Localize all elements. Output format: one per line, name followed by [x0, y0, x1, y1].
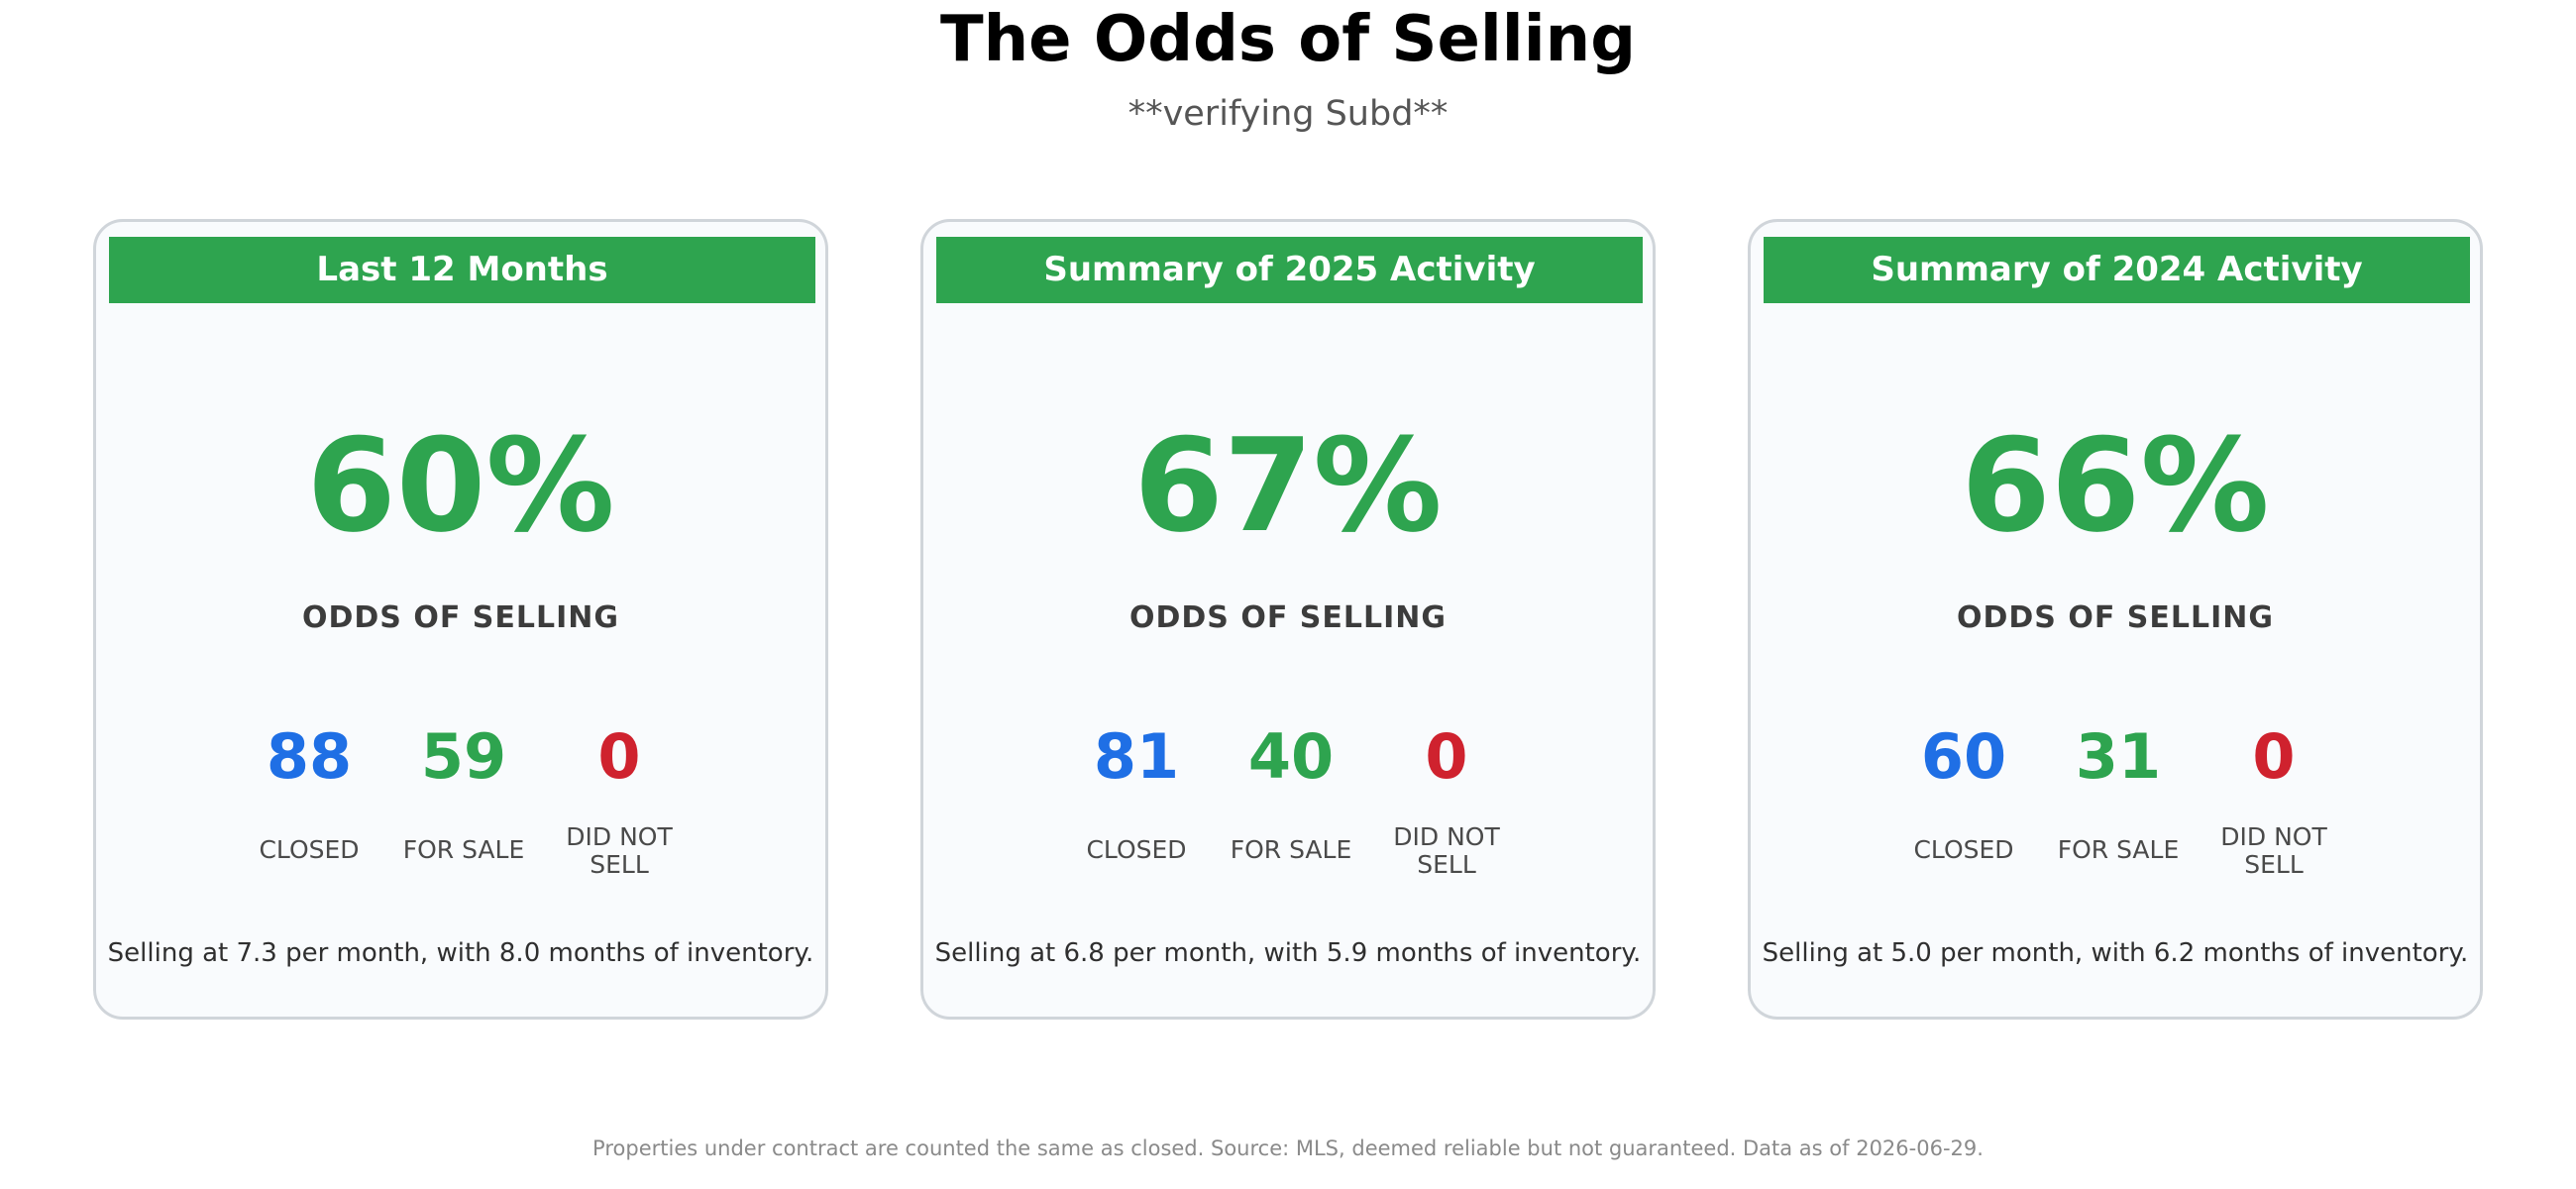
did-not-sell-label-line1: DID NOT	[1393, 822, 1500, 851]
did-not-sell-label-line1: DID NOT	[2220, 822, 2327, 851]
did-not-sell-label: DID NOT SELL	[2165, 823, 2383, 879]
odds-percentage: 66%	[1961, 410, 2270, 561]
for-sale-count: 59	[420, 720, 507, 793]
did-not-sell-label: DID NOT SELL	[1338, 823, 1556, 879]
did-not-sell-label-line2: SELL	[2244, 850, 2304, 879]
closed-label: CLOSED	[1086, 835, 1187, 864]
page-title: The Odds of Selling	[939, 3, 1637, 76]
odds-percentage: 60%	[306, 410, 615, 561]
did-not-sell-label-line2: SELL	[590, 850, 649, 879]
odds-label: ODDS OF SELLING	[1128, 600, 1448, 635]
card-heading: Summary of 2024 Activity	[1764, 237, 2470, 303]
did-not-sell-label-line2: SELL	[1417, 850, 1476, 879]
card-summary: Selling at 7.3 per month, with 8.0 month…	[107, 938, 814, 968]
footer-note: Properties under contract are counted th…	[592, 1136, 1984, 1160]
did-not-sell-count: 0	[597, 720, 641, 793]
did-not-sell-count: 0	[1425, 720, 1468, 793]
card-summary-2025: Summary of 2025 Activity 67% ODDS OF SEL…	[920, 219, 1656, 1020]
closed-count: 88	[266, 720, 353, 793]
for-sale-count: 31	[2075, 720, 2162, 793]
card-heading: Summary of 2025 Activity	[936, 237, 1643, 303]
for-sale-count: 40	[1247, 720, 1335, 793]
card-summary-2024: Summary of 2024 Activity 66% ODDS OF SEL…	[1748, 219, 2483, 1020]
odds-label: ODDS OF SELLING	[301, 600, 620, 635]
closed-count: 60	[1920, 720, 2007, 793]
did-not-sell-label-line1: DID NOT	[566, 822, 673, 851]
for-sale-label: FOR SALE	[2057, 835, 2180, 864]
card-last-12-months: Last 12 Months 60% ODDS OF SELLING 88 59…	[93, 219, 828, 1020]
did-not-sell-label: DID NOT SELL	[510, 823, 728, 879]
card-summary: Selling at 5.0 per month, with 6.2 month…	[1762, 938, 2469, 968]
page-subtitle: **verifying Subd**	[1127, 94, 1449, 134]
for-sale-label: FOR SALE	[1230, 835, 1352, 864]
closed-label: CLOSED	[259, 835, 360, 864]
closed-count: 81	[1093, 720, 1180, 793]
card-summary: Selling at 6.8 per month, with 5.9 month…	[934, 938, 1642, 968]
odds-percentage: 67%	[1133, 410, 1443, 561]
for-sale-label: FOR SALE	[402, 835, 525, 864]
did-not-sell-count: 0	[2252, 720, 2296, 793]
odds-label: ODDS OF SELLING	[1956, 600, 2275, 635]
card-heading: Last 12 Months	[109, 237, 815, 303]
closed-label: CLOSED	[1913, 835, 2014, 864]
